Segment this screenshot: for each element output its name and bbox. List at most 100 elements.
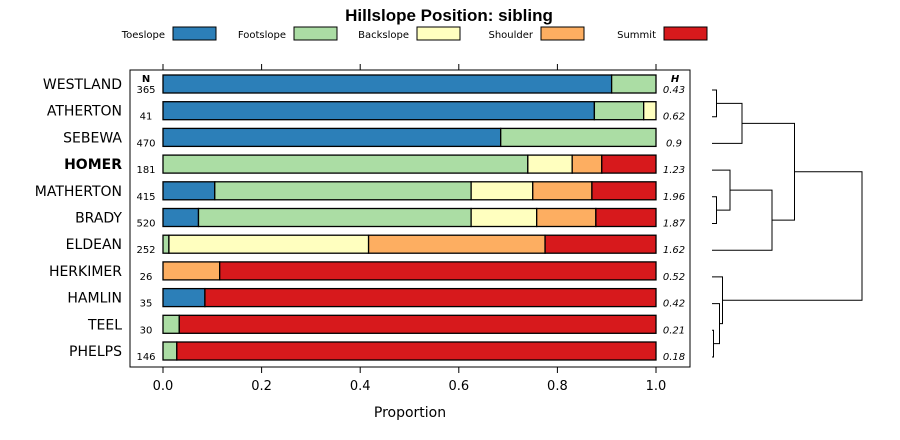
legend-swatch-footslope [293, 26, 338, 41]
top-axis-ticks [162, 64, 657, 70]
bar-atherton-footslope [593, 101, 645, 121]
row-labels-group: WESTLAND ATHERTON SEBEWA HOMER MATHERTON BRAD… [35, 77, 123, 360]
bars-group [162, 74, 657, 361]
dendrogram-link-8 [712, 276, 723, 325]
x-axis: 0.0 0.2 0.4 0.6 0.8 1.0 [153, 367, 667, 394]
dendrogram-link-3 [712, 169, 731, 211]
dendrogram-link-5 [742, 122, 795, 221]
bar-atherton-toeslope [162, 101, 596, 121]
bar-herkimer-summit [219, 261, 657, 281]
bar-brady-shoulder [536, 207, 597, 228]
legend-label-toeslope: Toeslope [121, 30, 165, 41]
n-value-brady: 520 [136, 219, 155, 230]
h-value-matherton: 1.96 [663, 192, 685, 203]
bar-eldean-shoulder [367, 234, 546, 254]
bar-sebewa-footslope [500, 127, 657, 148]
legend-label-backslope: Backslope [358, 30, 409, 41]
bar-teel-footslope [162, 314, 180, 334]
n-value-teel: 30 [140, 325, 153, 336]
row-label-teel: TEEL [87, 317, 122, 333]
bar-brady-footslope [197, 207, 472, 228]
row-label-hamlin: HAMLIN [67, 291, 122, 307]
legend-swatch-toeslope [172, 26, 217, 41]
h-value-eldean: 1.62 [663, 245, 685, 256]
h-value-hamlin: 0.42 [663, 299, 685, 310]
h-value-brady: 1.87 [663, 219, 686, 230]
row-label-matherton: MATHERTON [35, 184, 122, 200]
bar-homer-footslope [162, 154, 529, 174]
x-axis-title: Proportion [374, 405, 446, 421]
n-value-matherton: 415 [136, 192, 155, 203]
bar-atherton-backslope [643, 101, 657, 121]
row-label-sebewa: SEBEWA [63, 130, 122, 146]
h-value-atherton: 0.62 [663, 112, 685, 123]
dendrogram [712, 89, 863, 358]
legend-swatch-shoulder [540, 26, 585, 41]
n-value-eldean: 252 [136, 245, 155, 256]
bar-westland-footslope [610, 74, 657, 94]
bar-matherton-summit [591, 181, 657, 201]
x-tick-label-4: 0.8 [547, 379, 568, 394]
bar-brady-summit [595, 207, 657, 228]
x-tick-label-0: 0.0 [153, 379, 174, 394]
dendrogram-link-2 [712, 196, 717, 224]
bar-matherton-backslope [470, 181, 534, 201]
legend-swatch-backslope [416, 26, 461, 41]
bar-matherton-footslope [214, 181, 472, 201]
n-value-phelps: 146 [136, 352, 155, 363]
row-label-herkimer: HERKIMER [49, 264, 122, 280]
n-values-group: 365 41 470 181 415 520 252 26 35 30 146 [136, 85, 155, 363]
h-value-westland: 0.43 [663, 85, 685, 96]
bar-brady-toeslope [162, 207, 200, 228]
x-tick-label-1: 0.2 [251, 379, 272, 394]
bar-eldean-footslope [162, 234, 170, 254]
bar-homer-shoulder [571, 154, 603, 174]
x-tick-label-3: 0.6 [448, 379, 469, 394]
row-label-atherton: ATHERTON [47, 104, 122, 120]
bar-phelps-footslope [162, 341, 178, 361]
dendrogram-link-4 [712, 189, 773, 251]
n-value-herkimer: 26 [140, 272, 153, 283]
x-tick-label-2: 0.4 [350, 379, 371, 394]
bar-eldean-backslope [168, 234, 370, 254]
bar-matherton-toeslope [162, 181, 216, 201]
h-value-teel: 0.21 [663, 325, 685, 336]
dendrogram-link-9 [722, 171, 863, 301]
h-value-sebewa: 0.9 [666, 138, 682, 149]
bar-homer-summit [601, 154, 657, 174]
chart-title: Hillslope Position: sibling [345, 6, 553, 25]
n-value-homer: 181 [136, 165, 155, 176]
legend-label-summit: Summit [617, 30, 656, 41]
dendrogram-link-6 [712, 329, 714, 358]
n-column-header: N [142, 74, 150, 85]
bar-brady-backslope [470, 207, 538, 228]
dendrogram-link-0 [712, 89, 717, 118]
bar-herkimer-shoulder [162, 261, 221, 281]
bar-sebewa-toeslope [162, 127, 502, 148]
h-value-herkimer: 0.52 [663, 272, 685, 283]
bar-hamlin-toeslope [162, 287, 206, 308]
row-label-westland: WESTLAND [43, 77, 122, 93]
bar-hamlin-summit [204, 287, 657, 308]
x-tick-label-5: 1.0 [646, 379, 667, 394]
legend-label-footslope: Footslope [238, 30, 286, 41]
n-value-westland: 365 [136, 85, 155, 96]
bar-phelps-summit [176, 341, 657, 361]
row-label-brady: BRADY [75, 211, 122, 227]
n-value-atherton: 41 [140, 112, 153, 123]
legend: Toeslope Footslope Backslope Shoulder Summit [121, 26, 708, 41]
h-values-group: 0.43 0.62 0.9 1.23 1.96 1.87 1.62 0.52 0.42 0.21 0… [663, 85, 686, 363]
row-label-homer: HOMER [64, 157, 122, 173]
bar-westland-toeslope [162, 74, 613, 94]
n-value-sebewa: 470 [136, 138, 155, 149]
bar-homer-backslope [527, 154, 573, 174]
bar-eldean-summit [544, 234, 657, 254]
bar-matherton-shoulder [532, 181, 593, 201]
legend-swatch-summit [663, 26, 708, 41]
h-value-homer: 1.23 [663, 165, 685, 176]
legend-label-shoulder: Shoulder [488, 30, 533, 41]
row-label-phelps: PHELPS [69, 344, 122, 360]
h-value-phelps: 0.18 [663, 352, 685, 363]
